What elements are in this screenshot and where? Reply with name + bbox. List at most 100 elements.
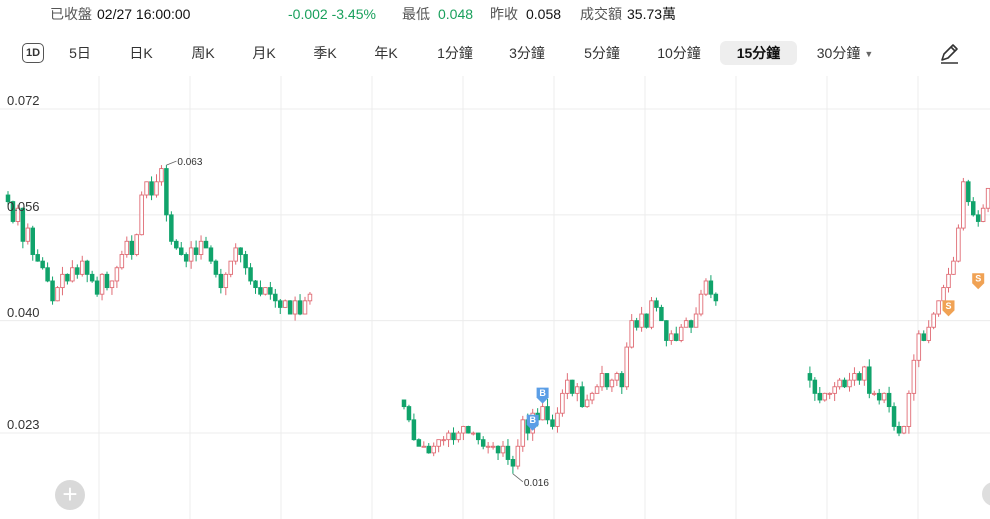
candle-body <box>678 326 684 341</box>
candle-body <box>273 293 278 302</box>
candle-body <box>302 300 308 315</box>
candle-body <box>837 379 842 388</box>
candle <box>278 298 283 315</box>
candle-body <box>842 379 847 388</box>
candle <box>886 386 892 413</box>
candle <box>842 377 847 389</box>
period-tabs: 1D 5日 日K 周K 月K 季K 年K 1分鐘 3分鐘 5分鐘 10分鐘 15… <box>0 38 990 68</box>
caret-down-icon: ▼ <box>864 49 874 60</box>
candle <box>985 187 990 213</box>
candle <box>302 296 308 315</box>
tab-yearly[interactable]: 年K <box>374 45 398 61</box>
candle <box>426 443 432 454</box>
candle <box>164 165 169 222</box>
candle-body <box>228 260 233 275</box>
candle <box>466 425 471 434</box>
candle-body <box>570 379 575 394</box>
quote-datetime: 02/27 16:00:00 <box>97 6 191 22</box>
candle-body <box>847 379 852 388</box>
pen-icon[interactable] <box>936 40 962 66</box>
candle <box>961 177 966 231</box>
tab-30-min[interactable]: 30分鐘 ▼ <box>812 41 878 65</box>
candle <box>421 441 427 448</box>
candle-body <box>555 412 560 427</box>
candle-body <box>238 247 243 255</box>
candle-body <box>50 280 55 302</box>
tab-15-min[interactable]: 15分鐘 <box>720 41 797 65</box>
candle-body <box>178 247 184 255</box>
tab-weekly[interactable]: 周K <box>191 45 215 61</box>
candle <box>20 207 26 249</box>
candle-body <box>15 207 21 222</box>
plus-icon[interactable]: + <box>55 480 85 510</box>
candle-body <box>114 267 120 282</box>
candle <box>540 403 545 421</box>
candle <box>243 250 248 275</box>
candle-body <box>287 300 293 315</box>
candle-body <box>421 445 427 448</box>
chart-settings-button[interactable] <box>982 482 990 506</box>
candle-body <box>208 247 214 262</box>
candle <box>480 436 486 450</box>
candle-body <box>495 445 501 454</box>
candle <box>614 371 620 387</box>
candle-body <box>975 214 981 222</box>
candle-body <box>579 386 585 408</box>
tab-10-min[interactable]: 10分鐘 <box>657 45 701 61</box>
market-status: 已收盤 <box>50 6 92 22</box>
tab-1d[interactable]: 1D <box>22 43 44 63</box>
candle-body <box>916 333 922 361</box>
candle <box>545 398 550 425</box>
candle-body <box>104 273 110 289</box>
candle-body <box>446 432 451 441</box>
high-annotation-line <box>166 160 177 166</box>
candle-body <box>614 373 620 381</box>
tab-1-min[interactable]: 1分鐘 <box>437 45 473 61</box>
candle <box>213 259 219 278</box>
candle <box>124 236 130 258</box>
candle-body <box>144 181 149 196</box>
candle-body <box>896 425 902 434</box>
candle <box>451 427 456 445</box>
candle <box>144 181 149 199</box>
candle-body <box>297 300 303 315</box>
candle-body <box>634 320 639 328</box>
candle-body <box>124 240 130 255</box>
sell-marker: S <box>942 300 955 317</box>
candle <box>847 372 852 392</box>
candle <box>10 200 16 224</box>
candle <box>89 270 95 283</box>
candle <box>258 280 263 297</box>
candle <box>837 377 842 390</box>
candle-body <box>456 432 461 441</box>
candle <box>911 354 917 401</box>
candle-body <box>174 240 179 249</box>
candle-body <box>20 207 26 242</box>
candle-body <box>278 300 283 308</box>
candle <box>178 242 184 256</box>
candle-body <box>817 392 823 401</box>
candle <box>198 235 204 260</box>
candle <box>287 300 293 315</box>
tab-monthly[interactable]: 月K <box>252 45 276 61</box>
candle <box>490 442 496 450</box>
candle <box>35 249 40 262</box>
candle <box>154 174 159 198</box>
buy-marker-shape <box>526 414 539 431</box>
tab-3-min[interactable]: 3分鐘 <box>509 45 545 61</box>
buy-marker-shape <box>536 387 549 404</box>
candle <box>579 381 585 408</box>
candle-body <box>451 432 456 441</box>
candle <box>644 313 649 329</box>
candle-body <box>471 432 476 435</box>
tab-5-min[interactable]: 5分鐘 <box>584 45 620 61</box>
tab-daily[interactable]: 日K <box>129 45 153 61</box>
candle <box>688 319 694 334</box>
tab-quarterly[interactable]: 季K <box>313 45 337 61</box>
candle-body <box>70 267 75 282</box>
candle-body <box>629 320 634 348</box>
tab-5-day[interactable]: 5日 <box>69 45 91 61</box>
candle <box>570 379 575 397</box>
candle <box>510 455 516 474</box>
